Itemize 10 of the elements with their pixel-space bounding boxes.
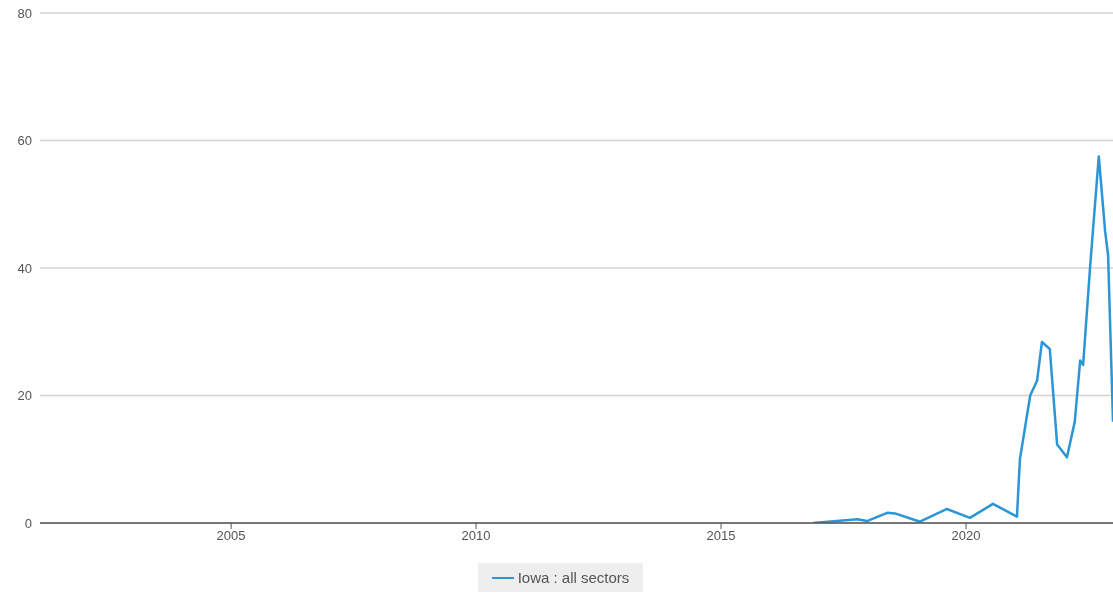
x-tick-label: 2005 <box>216 528 246 544</box>
legend-label: Iowa : all sectors <box>517 569 630 586</box>
y-tick-label: 40 <box>17 260 32 276</box>
y-tick-label: 0 <box>24 515 32 531</box>
y-tick-label: 80 <box>17 5 32 21</box>
x-tick-label: 2010 <box>461 528 491 544</box>
y-tick-label: 60 <box>17 133 32 149</box>
x-tick-label: 2020 <box>951 528 981 544</box>
x-tick-label: 2015 <box>706 528 736 544</box>
y-tick-label: 20 <box>17 388 32 404</box>
